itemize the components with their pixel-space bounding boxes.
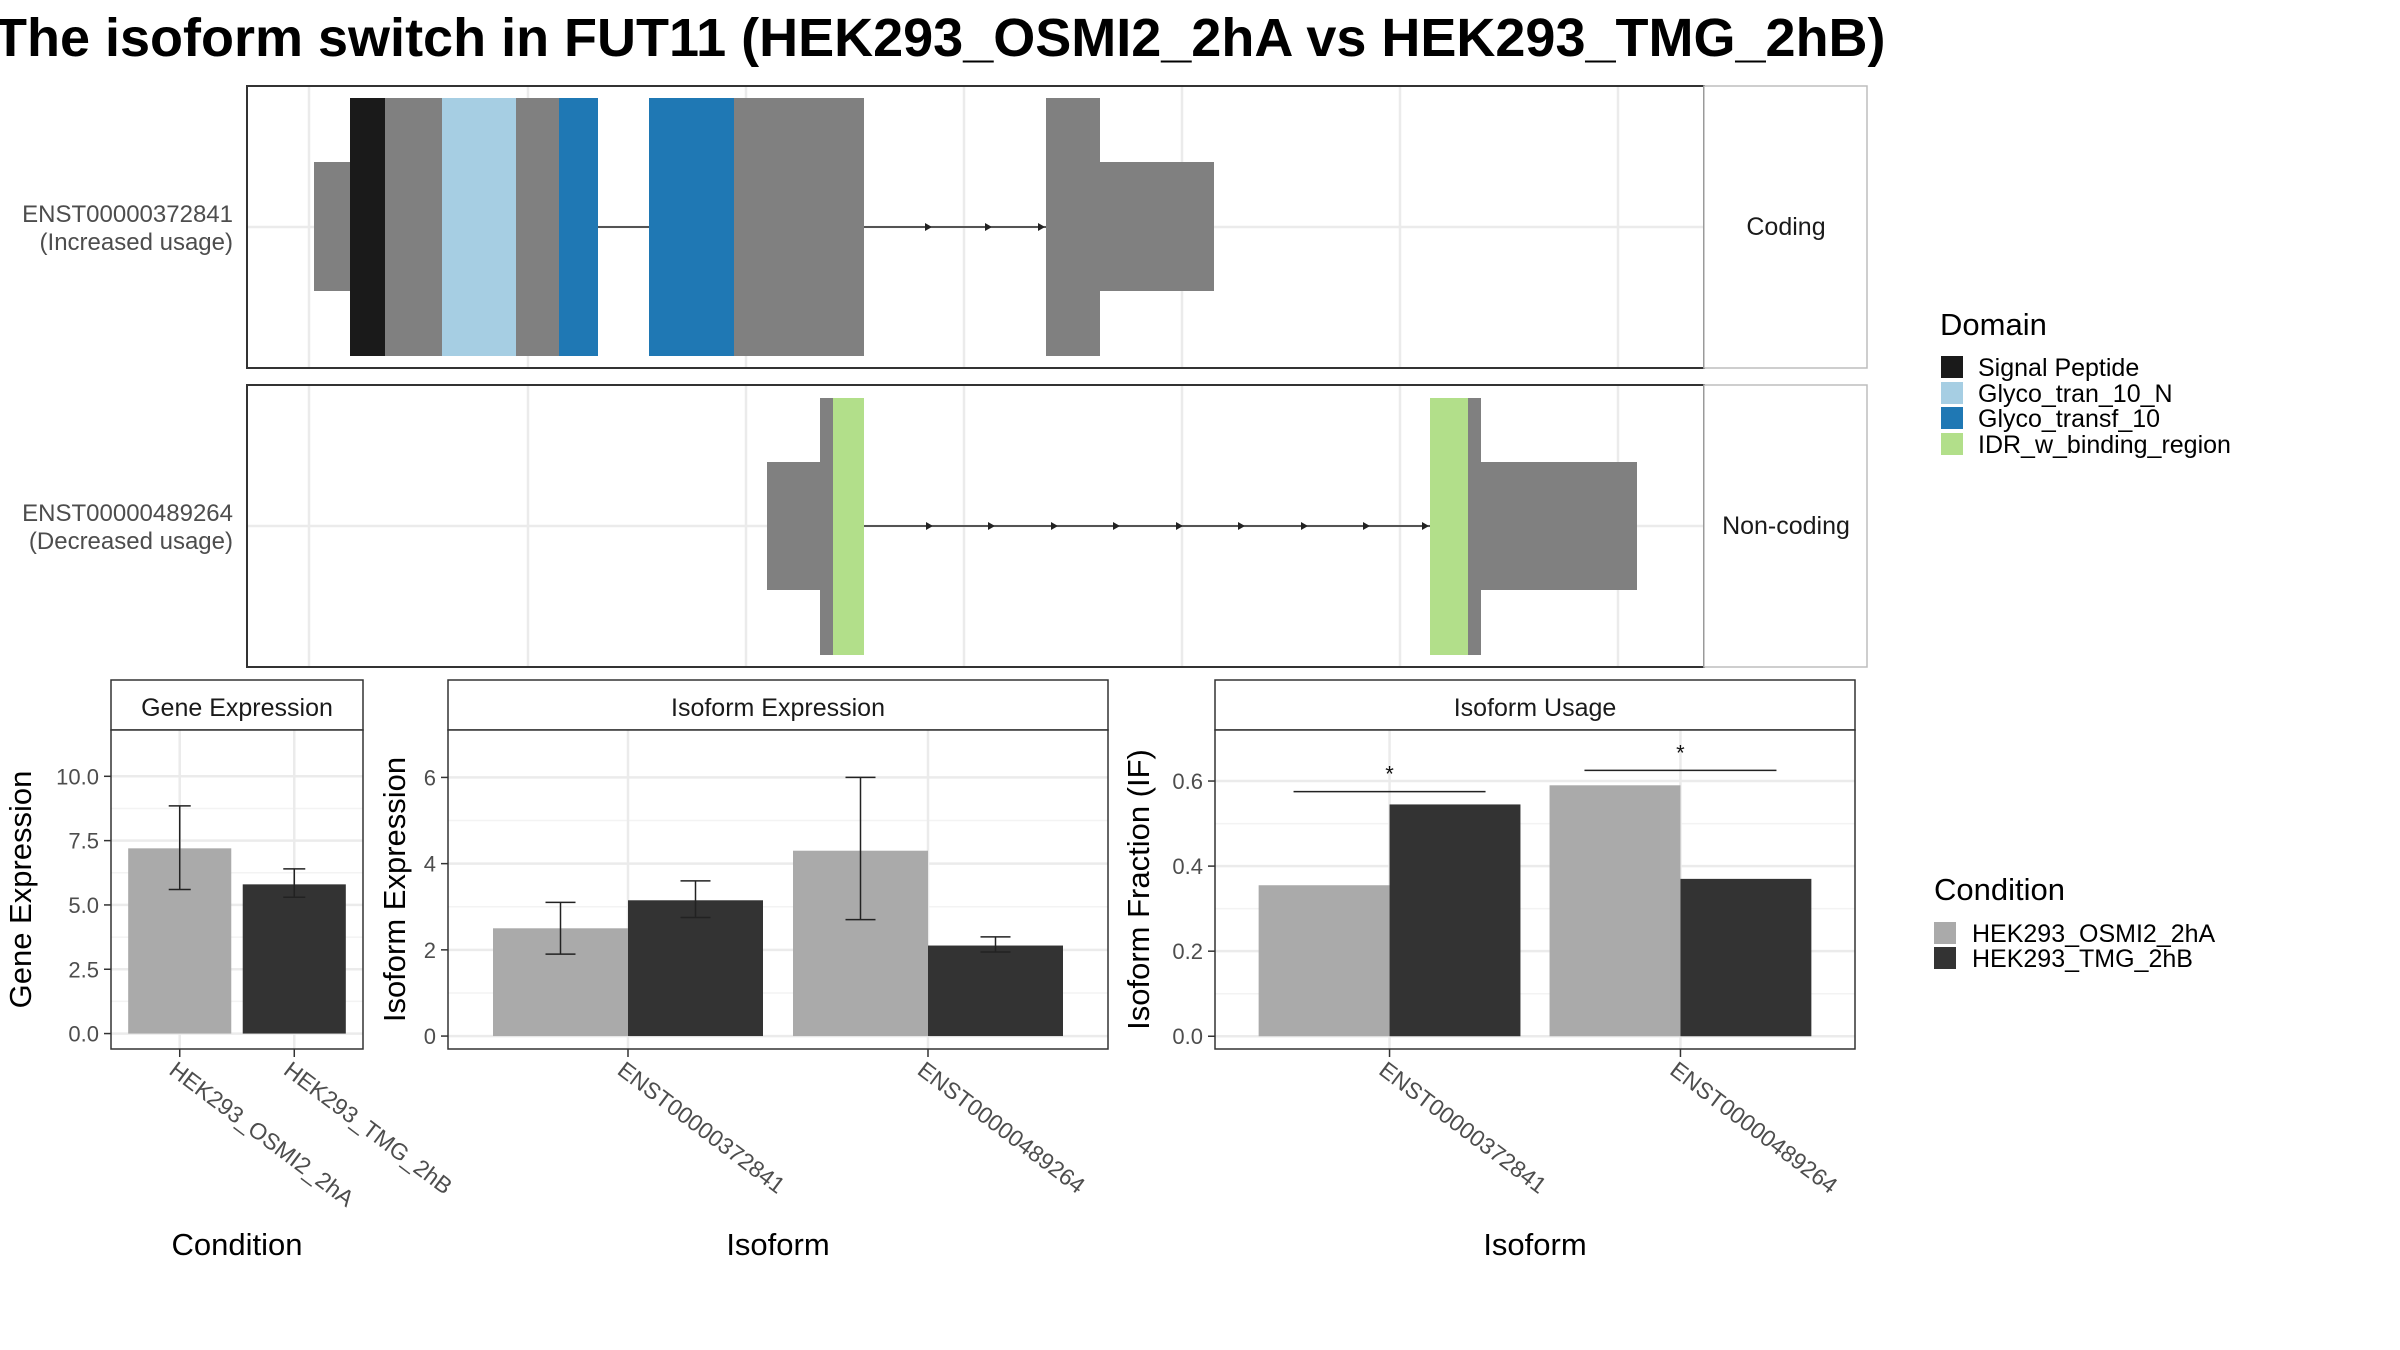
y-tick-label: 5.0 (68, 893, 99, 918)
domain-legend-swatch-glyco-tran-10-n (1941, 382, 1963, 404)
domain-legend-label: Glyco_tran_10_N (1978, 380, 2173, 408)
domain-legend-title: Domain (1940, 307, 2047, 342)
y-tick-label: 0 (424, 1024, 436, 1049)
y-tick-label: 0.2 (1172, 939, 1203, 964)
bar (1680, 878, 1812, 1037)
condition-legend-label: HEK293_TMG_2hB (1972, 945, 2193, 973)
domain-legend-swatch-idr-binding-region (1941, 433, 1963, 455)
panel-strip-label: Isoform Usage (1454, 694, 1617, 722)
glyco-transf-10-domain (649, 98, 734, 356)
domain-legend-label: Glyco_transf_10 (1978, 405, 2160, 433)
utr-exon (1481, 462, 1637, 590)
exon (1468, 398, 1481, 655)
panel-border (447, 729, 1109, 1050)
figure-title: The isoform switch in FUT11 (HEK293_OSMI… (0, 8, 1886, 68)
panel-border (1214, 729, 1856, 1050)
transcript-1-usage-label: (Increased usage) (40, 229, 233, 256)
y-tick-label: 2.5 (68, 957, 99, 982)
cds-exon (516, 98, 559, 356)
utr-exon (767, 462, 820, 590)
y-tick-label: 0.0 (68, 1022, 99, 1047)
isoform-usage-chart: Isoform Usage 0.0 0.2 0.4 0.6 * * ENST000003728… (1121, 679, 1856, 1262)
significance-star: * (1385, 762, 1394, 787)
y-tick-label: 2 (424, 938, 436, 963)
x-tick-label: ENST00000489264 (913, 1056, 1090, 1198)
condition-legend-swatch-osmi2 (1934, 922, 1956, 944)
transcript-panel-1: Coding ENST00000372841 (Increased usage) (22, 85, 1868, 369)
panel-strip-label: Isoform Expression (671, 694, 885, 722)
x-axis-title: Isoform (726, 1227, 829, 1262)
bar (928, 945, 1063, 1037)
domain-legend: Domain Signal Peptide Glyco_tran_10_N Gl… (1940, 307, 2231, 459)
y-tick-label: 0.4 (1172, 854, 1203, 879)
y-axis-title: Isoform Expression (377, 757, 412, 1022)
domain-legend-swatch-signal-peptide (1941, 356, 1963, 378)
idr-binding-region-domain (833, 398, 864, 655)
bar (628, 900, 763, 1037)
y-tick-label: 0.6 (1172, 769, 1203, 794)
y-axis-title: Gene Expression (3, 771, 38, 1009)
domain-legend-label: Signal Peptide (1978, 354, 2139, 382)
panel-border (110, 729, 364, 1050)
y-tick-label: 4 (424, 852, 436, 877)
strip-non-coding (1703, 384, 1868, 668)
transcript-2-id-label: ENST00000489264 (22, 500, 233, 527)
y-tick-label: 7.5 (68, 829, 99, 854)
idr-binding-region-domain (1430, 398, 1468, 655)
panel-strip (1214, 679, 1856, 731)
glyco-transf-10-domain (559, 98, 598, 356)
signal-peptide-domain (350, 98, 385, 356)
exon (820, 398, 833, 655)
x-axis-title: Isoform (1483, 1227, 1586, 1262)
panel-strip-label: Gene Expression (141, 694, 333, 722)
panel-strip (110, 679, 364, 731)
utr-exon (1100, 162, 1214, 291)
isoform-expression-chart: Isoform Expression 0 2 4 6 ENST00000372841 ENS… (377, 679, 1109, 1262)
x-tick-label: ENST00000372841 (613, 1056, 790, 1198)
cds-exon (734, 98, 864, 356)
strip-coding (1703, 85, 1868, 369)
y-tick-label: 10.0 (56, 764, 99, 789)
condition-legend-title: Condition (1934, 872, 2065, 907)
significance-star: * (1676, 740, 1685, 765)
utr-exon (314, 162, 350, 291)
bar (1258, 885, 1390, 1037)
bar (1549, 785, 1681, 1037)
domain-legend-swatch-glyco-transf-10 (1941, 407, 1963, 429)
strip-label-non-coding: Non-coding (1722, 512, 1850, 540)
cds-exon (385, 98, 442, 356)
transcript-1-id-label: ENST00000372841 (22, 201, 233, 228)
bar (1389, 804, 1521, 1037)
condition-legend: Condition HEK293_OSMI2_2hA HEK293_TMG_2h… (1934, 872, 2216, 973)
x-axis-title: Condition (172, 1227, 303, 1262)
intron-arrows (925, 223, 1045, 231)
intron-arrows (926, 522, 1429, 530)
x-tick-label: HEK293_OSMI2_2hA (165, 1056, 360, 1212)
glyco-tran-10-n-domain (442, 98, 516, 356)
panel-strip (447, 679, 1109, 731)
y-tick-label: 0.0 (1172, 1024, 1203, 1049)
domain-legend-label: IDR_w_binding_region (1978, 431, 2231, 459)
y-tick-label: 6 (424, 765, 436, 790)
condition-legend-label: HEK293_OSMI2_2hA (1972, 920, 2216, 948)
y-axis-title: Isoform Fraction (IF) (1121, 749, 1156, 1030)
cds-exon (1046, 98, 1100, 356)
transcript-panel-2: Non-coding ENST00000489264 (Decreased us… (22, 384, 1868, 668)
condition-legend-swatch-tmg (1934, 947, 1956, 969)
bar (242, 884, 346, 1034)
transcript-2-usage-label: (Decreased usage) (29, 528, 233, 555)
x-tick-label: ENST00000372841 (1375, 1056, 1552, 1198)
strip-label-coding: Coding (1746, 213, 1825, 241)
x-tick-label: ENST00000489264 (1665, 1056, 1842, 1198)
